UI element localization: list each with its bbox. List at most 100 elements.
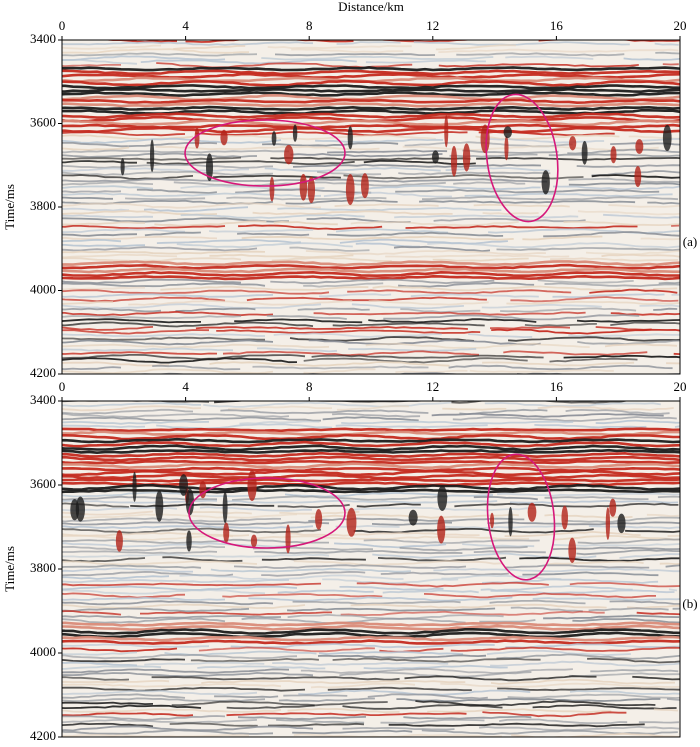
reflector [195,325,468,330]
reflector [62,59,138,65]
reflector [464,192,673,198]
reflector [62,98,680,105]
reflector [497,687,680,692]
reflector [62,679,170,684]
reflector [303,357,528,364]
reflector [62,671,314,678]
reflector [522,571,659,577]
anomaly [503,126,512,139]
reflector [62,141,218,148]
reflector [130,503,275,508]
reflector [179,574,404,581]
reflector [490,660,680,667]
reflector [454,502,679,508]
reflector [435,44,516,51]
reflector [62,459,680,465]
reflector [305,249,546,256]
reflector [62,627,680,635]
reflector [310,682,416,689]
reflector [503,350,648,356]
reflector [140,611,332,616]
reflector [595,419,680,425]
reflector [62,477,680,483]
reflector [209,361,450,367]
reflector [62,683,282,688]
reflector [62,614,282,620]
reflector [62,64,121,68]
reflector [62,318,201,324]
reflector [62,708,282,714]
reflector [62,163,274,169]
reflector [62,321,314,328]
seismic-section [62,40,680,374]
reflector [62,525,314,530]
reflector [62,333,265,338]
reflector [62,315,242,320]
reflector [654,42,679,46]
anomaly [149,139,155,173]
reflector [549,357,638,363]
reflector [62,502,130,508]
reflector [62,235,218,241]
reflector [62,72,680,80]
reflector [341,420,574,425]
reflector [334,203,439,207]
reflector [198,646,375,653]
reflector [62,207,130,212]
anomaly [292,124,298,142]
reflector [499,718,628,725]
reflector [238,224,383,231]
reflector [283,694,348,697]
reflector [486,649,631,657]
reflector [216,329,481,334]
reflector [160,285,369,291]
reflector [342,506,536,512]
reflector [509,499,679,504]
reflector [363,159,476,165]
reflector [62,289,330,295]
reflector [356,581,549,588]
reflector [62,250,266,255]
reflector [62,668,290,674]
reflector [647,201,680,205]
reflector [62,466,680,473]
reflector [62,282,266,288]
reflector [62,149,290,154]
reflector [300,667,573,675]
reflector [487,521,680,526]
highlight-ellipse [486,453,556,581]
reflector [62,712,194,717]
reflector [577,210,680,216]
anomaly [437,515,446,544]
reflector [62,270,680,278]
anomaly [634,166,642,188]
reflector [62,513,298,520]
reflector [303,368,376,374]
reflector [569,672,680,677]
anomaly [561,505,569,530]
reflector [292,600,461,605]
reflector [62,146,130,151]
reflector [62,416,321,422]
reflector [504,530,641,538]
reflector [62,202,322,209]
reflector [568,333,680,338]
reflector [62,253,178,259]
anomaly [605,507,611,540]
reflector [62,278,242,285]
reflector [62,647,178,653]
x-tick-label: 0 [59,379,66,394]
reflector [604,343,678,348]
anomaly [206,153,214,182]
reflector [62,405,202,412]
x-tick-label: 8 [306,18,313,33]
reflector [623,57,680,61]
reflector [322,578,459,585]
reflector [62,624,680,631]
reflector [62,596,226,601]
reflector [62,483,680,492]
reflector [264,166,441,172]
reflector [62,357,298,364]
reflector [252,365,429,370]
anomaly [462,143,471,172]
